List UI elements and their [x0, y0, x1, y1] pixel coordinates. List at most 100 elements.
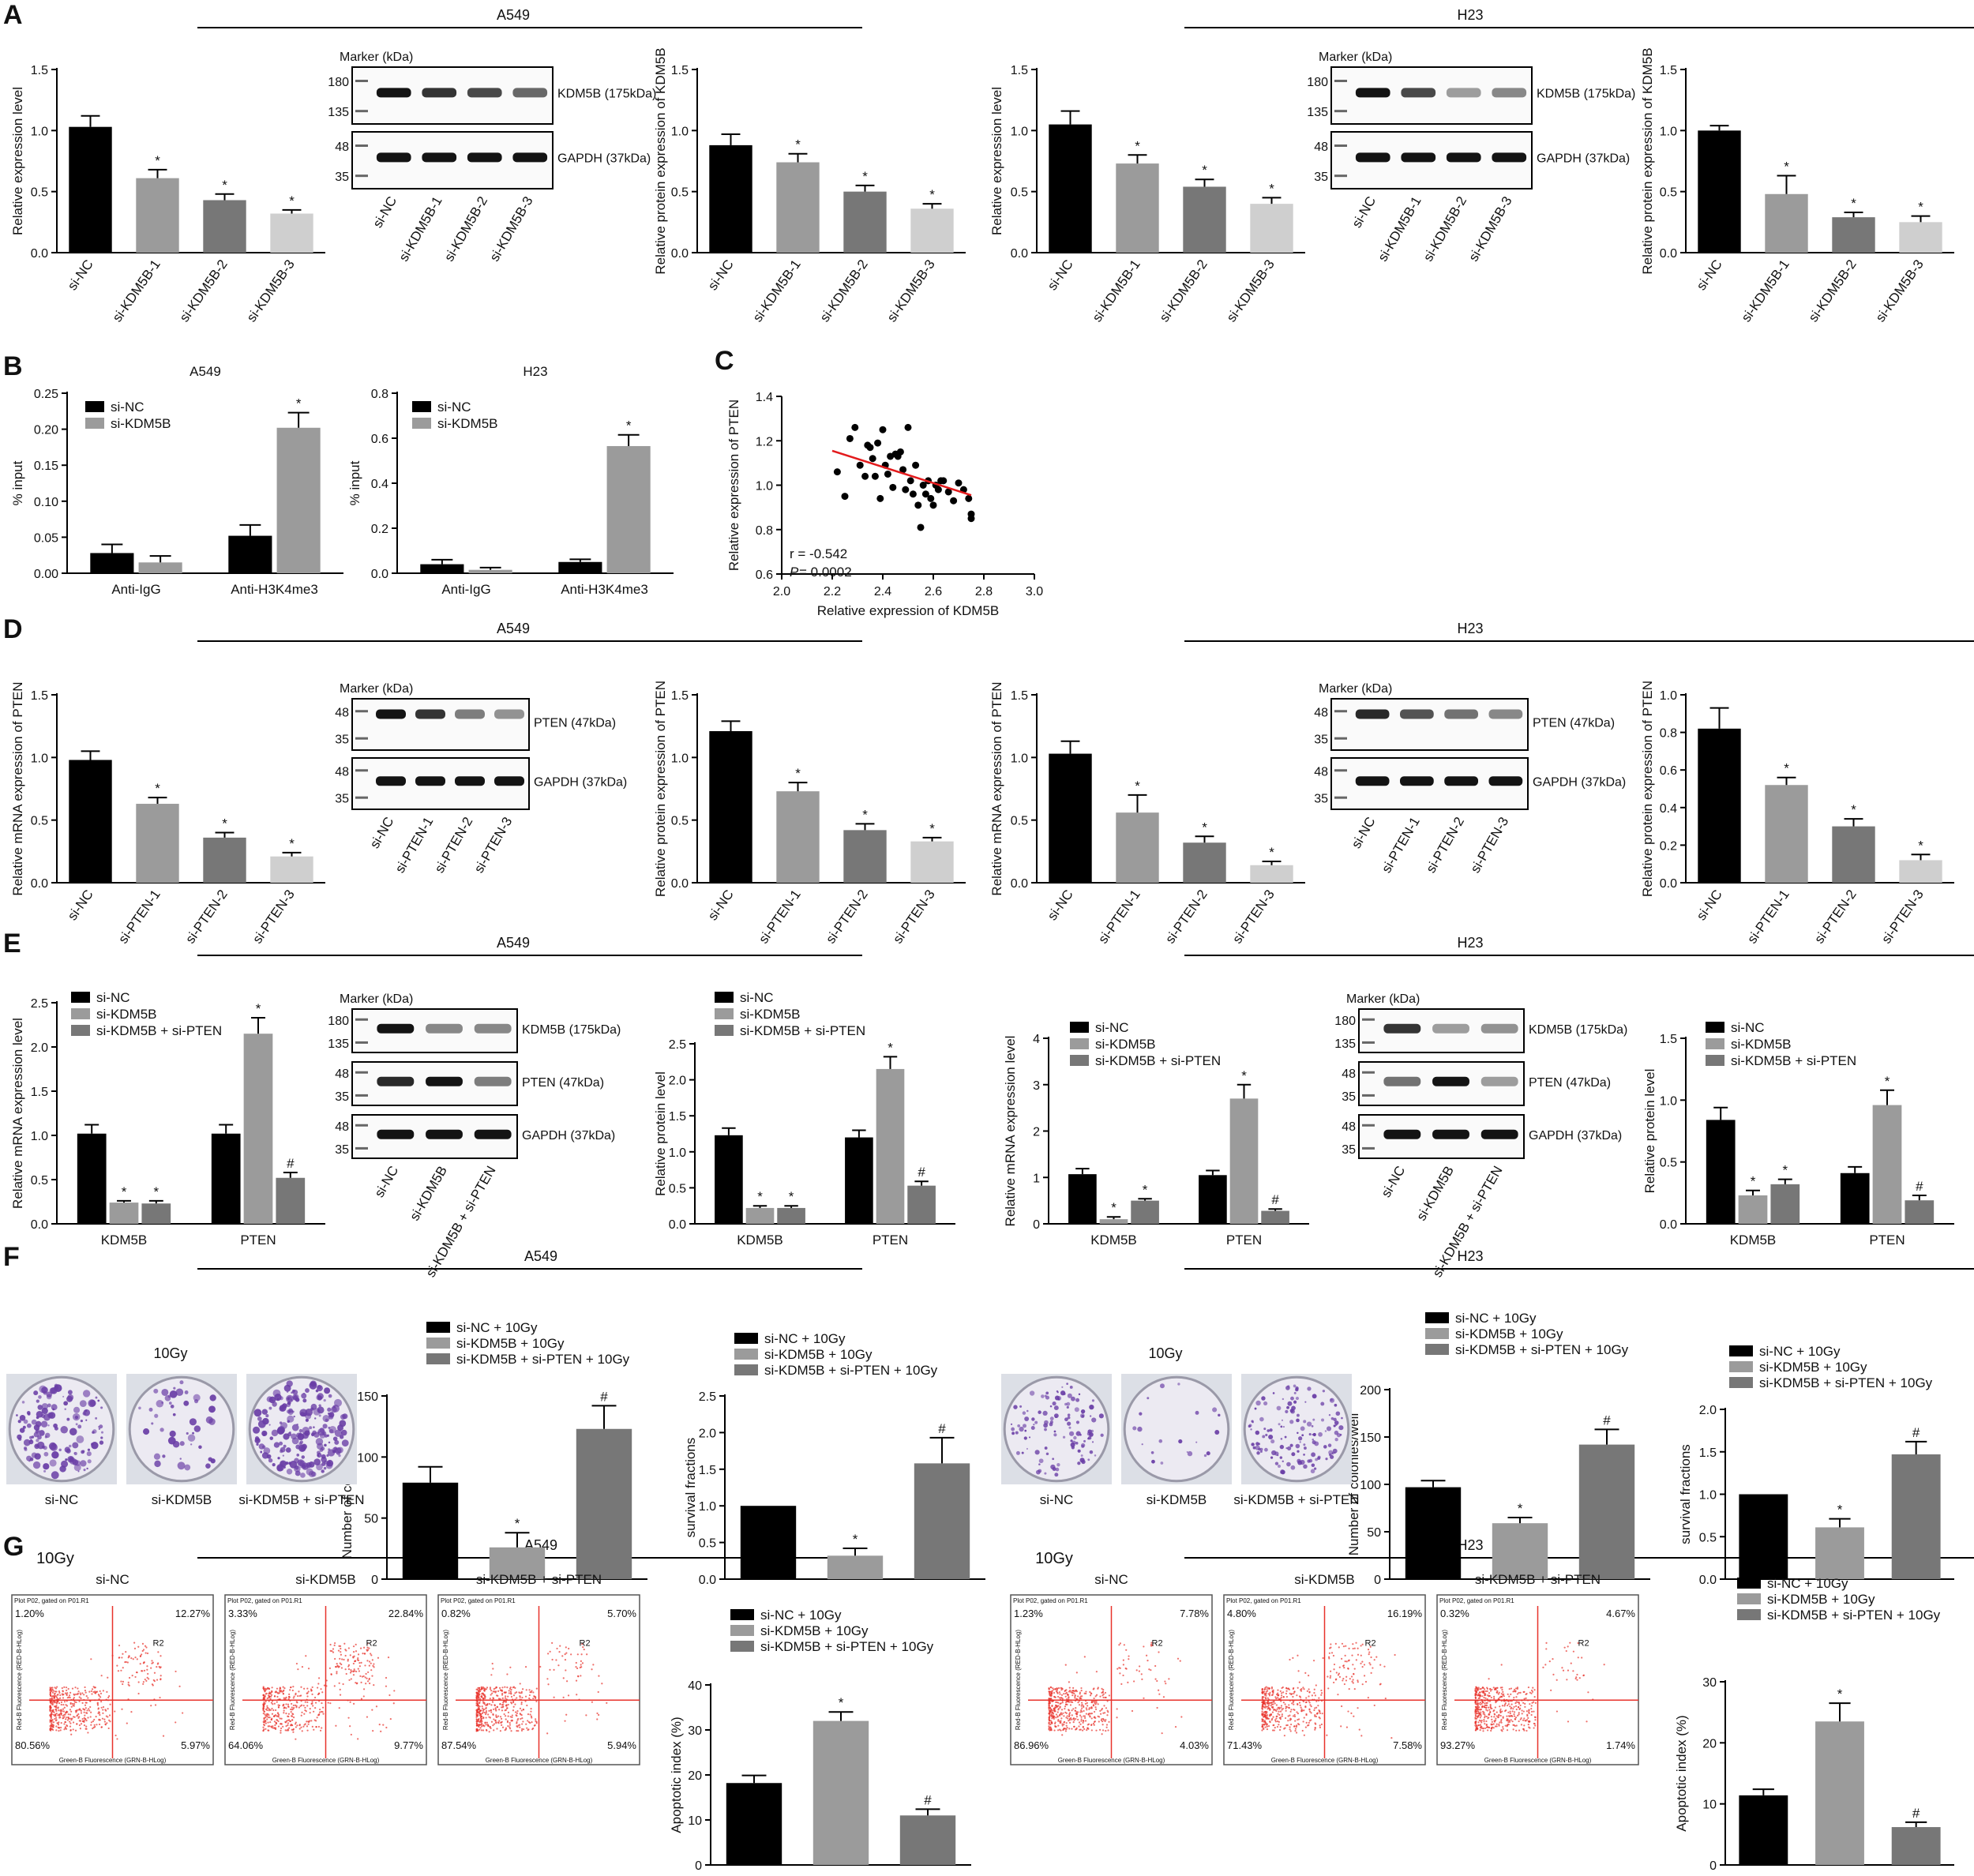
flow-event-dot	[1054, 1687, 1056, 1690]
legend-swatch	[412, 418, 431, 429]
stained-colony	[1299, 1441, 1301, 1443]
blot-protein-label: PTEN (47kDa)	[522, 1076, 604, 1090]
flow-event-dot	[54, 1702, 56, 1704]
protein-band	[1401, 152, 1436, 163]
flow-event-dot	[1474, 1694, 1477, 1697]
stained-colony	[169, 1430, 176, 1438]
x-category-label: Anti-H3K4me3	[231, 582, 318, 597]
x-category-label: si-PTEN-2	[1811, 887, 1860, 946]
stained-colony	[76, 1435, 84, 1443]
flow-event-dot	[130, 1657, 133, 1660]
significance-mark: #	[918, 1165, 925, 1180]
significance-mark: #	[287, 1156, 295, 1171]
flow-event-dot	[343, 1642, 346, 1645]
flow-event-dot	[1101, 1729, 1105, 1732]
legend-label: si-NC	[1095, 1020, 1129, 1035]
flow-event-dot	[84, 1718, 87, 1720]
flow-event-dot	[481, 1693, 483, 1695]
flow-event-dot	[1052, 1712, 1054, 1714]
y-tick-label: 1.0	[699, 1500, 716, 1514]
flow-event-dot	[565, 1646, 567, 1649]
flow-event-dot	[475, 1716, 478, 1718]
flow-event-dot	[478, 1698, 480, 1700]
stained-colony	[1160, 1461, 1164, 1465]
flow-event-dot	[362, 1675, 365, 1678]
flow-event-dot	[1122, 1659, 1124, 1661]
flow-event-dot	[95, 1715, 97, 1718]
legend-label: si-NC + 10Gy	[1455, 1311, 1537, 1326]
flow-event-dot	[1477, 1687, 1480, 1689]
flow-event-dot	[482, 1729, 485, 1732]
stained-colony	[1330, 1454, 1334, 1459]
significance-mark: *	[1518, 1501, 1523, 1516]
stained-colony	[26, 1423, 32, 1428]
flow-event-dot	[134, 1657, 137, 1659]
flow-event-dot	[1363, 1675, 1366, 1677]
stained-colony	[1159, 1383, 1165, 1389]
flow-event-dot	[344, 1668, 347, 1671]
flow-event-dot	[553, 1696, 555, 1698]
flow-event-dot	[1104, 1712, 1106, 1714]
bar-si-KDM5B-2	[843, 191, 887, 253]
flow-event-dot	[493, 1723, 496, 1725]
flow-event-dot	[1511, 1703, 1513, 1705]
bar-si-KDM5B + 10Gy	[827, 1555, 884, 1579]
flow-event-dot	[366, 1680, 370, 1683]
protein-band	[377, 1023, 415, 1034]
scatter-point	[914, 501, 922, 509]
legend-label: si-KDM5B	[437, 416, 498, 431]
flow-event-dot	[1300, 1690, 1303, 1692]
significance-mark: *	[1851, 196, 1856, 211]
y-tick-label: 0.5	[671, 186, 689, 200]
flow-event-dot	[1075, 1728, 1077, 1731]
flow-event-dot	[1272, 1703, 1274, 1705]
flow-event-dot	[1496, 1687, 1499, 1689]
stained-colony	[1146, 1397, 1150, 1400]
flow-event-dot	[347, 1647, 350, 1649]
scatter-point	[965, 494, 973, 502]
flow-event-dot	[1264, 1697, 1267, 1699]
flow-event-dot	[511, 1714, 513, 1717]
flow-event-dot	[576, 1694, 578, 1696]
stained-colony	[309, 1381, 317, 1390]
bar-si-KDM5B-3	[910, 208, 954, 253]
legend-swatch	[730, 1609, 754, 1620]
flow-event-dot	[1074, 1695, 1076, 1698]
flow-y-axis-label: Red-B Fluorescence (RED-B-HLog)	[16, 1630, 23, 1730]
stained-colony	[1271, 1450, 1277, 1456]
flow-event-dot	[483, 1711, 486, 1714]
stained-colony	[1137, 1426, 1143, 1432]
flow-event-dot	[551, 1658, 554, 1661]
flow-event-dot	[591, 1668, 593, 1671]
header-d-h23: H23	[1184, 621, 1974, 642]
flow-event-dot	[1293, 1715, 1297, 1718]
stained-colony	[1067, 1416, 1071, 1420]
flow-event-dot	[313, 1699, 315, 1702]
stained-colony	[1150, 1450, 1154, 1454]
flow-event-dot	[1369, 1664, 1372, 1666]
protein-band	[415, 709, 445, 719]
flow-event-dot	[1353, 1715, 1355, 1717]
y-tick-label: 0.5	[1699, 1531, 1717, 1544]
flow-event-dot	[1075, 1711, 1078, 1713]
significance-mark: *	[795, 137, 801, 152]
flow-event-dot	[49, 1702, 52, 1704]
flow-event-dot	[1351, 1680, 1353, 1683]
stained-colony	[31, 1452, 37, 1458]
flow-event-dot	[1515, 1696, 1518, 1698]
flow-event-dot	[1503, 1698, 1506, 1701]
stained-colony	[299, 1409, 308, 1417]
flow-event-dot	[369, 1682, 371, 1685]
flow-event-dot	[1345, 1660, 1348, 1663]
y-axis-label: Relative protein expression of KDM5B	[653, 47, 668, 274]
flow-event-dot	[103, 1720, 106, 1723]
bar-si-KDM5B + si-PTEN + 10Gy	[1578, 1444, 1635, 1579]
flow-event-dot	[105, 1698, 107, 1701]
flow-event-dot	[505, 1728, 507, 1731]
flow-event-dot	[1300, 1698, 1302, 1701]
flow-event-dot	[1518, 1713, 1520, 1716]
flow-event-dot	[1313, 1688, 1315, 1690]
flow-event-dot	[266, 1715, 268, 1718]
flow-event-dot	[287, 1724, 289, 1727]
flow-event-dot	[586, 1653, 588, 1656]
